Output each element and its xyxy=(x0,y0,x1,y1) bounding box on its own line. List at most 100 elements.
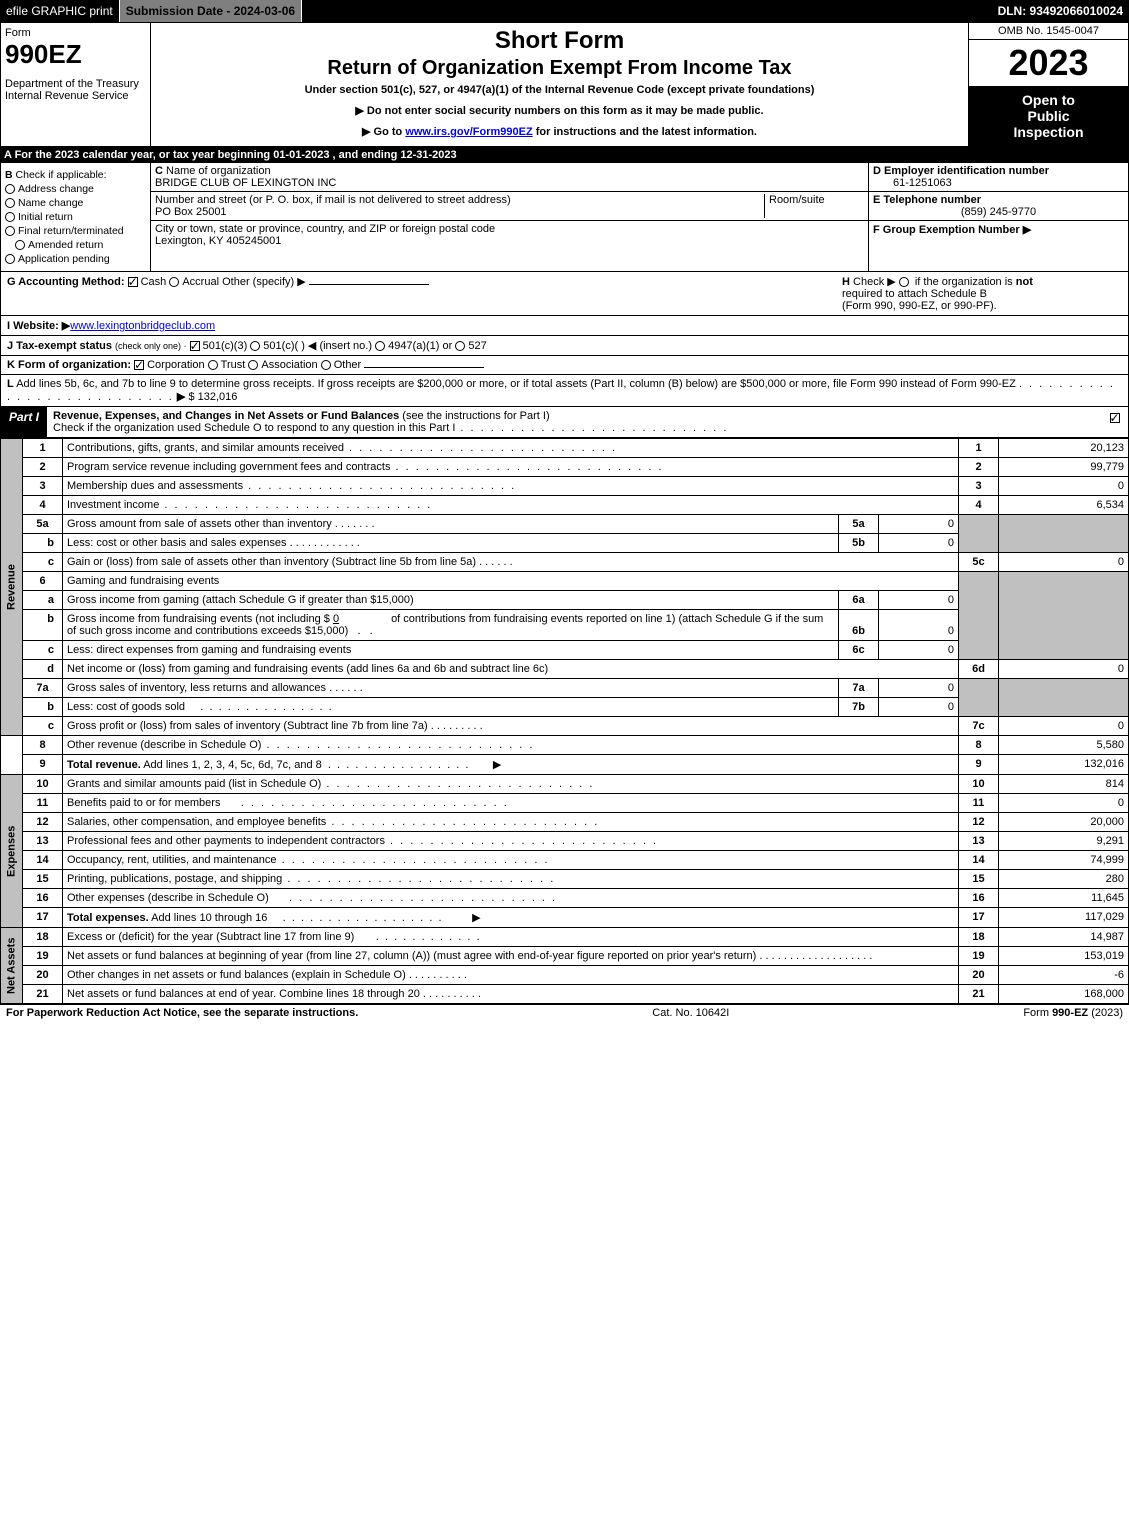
line-7a-boxlbl: 7a xyxy=(839,679,879,698)
line-1-val: 20,123 xyxy=(999,439,1129,458)
line-8-num: 8 xyxy=(23,736,63,755)
line-12-num: 12 xyxy=(23,813,63,832)
line-17-desc: Total expenses. Add lines 10 through 16 … xyxy=(63,908,959,928)
line-12-val: 20,000 xyxy=(999,813,1129,832)
assoc-checkbox[interactable] xyxy=(248,360,258,370)
501c3-label: 501(c)(3) xyxy=(203,340,248,352)
other-org-label: Other xyxy=(334,359,362,371)
form-title-block: Short Form Return of Organization Exempt… xyxy=(151,23,968,146)
line-5a-num: 5a xyxy=(23,515,63,534)
b-text: Check if applicable: xyxy=(16,169,107,181)
line-12-desc: Salaries, other compensation, and employ… xyxy=(63,813,959,832)
other-org-checkbox[interactable] xyxy=(321,360,331,370)
line-5b-boxlbl: 5b xyxy=(839,534,879,553)
line-16-val: 11,645 xyxy=(999,889,1129,908)
line-6c-boxlbl: 6c xyxy=(839,641,879,660)
501c-checkbox[interactable] xyxy=(250,341,260,351)
schedule-o-checkbox[interactable] xyxy=(1110,413,1120,423)
line-20-val: -6 xyxy=(999,966,1129,985)
line-7b-boxval: 0 xyxy=(879,698,959,717)
final-return-checkbox[interactable] xyxy=(5,226,15,236)
527-checkbox[interactable] xyxy=(455,341,465,351)
501c-label: 501(c)( ) xyxy=(263,340,305,352)
line-6d-val: 0 xyxy=(999,660,1129,679)
efile-link[interactable]: efile GRAPHIC print xyxy=(0,0,120,22)
footer-right: Form 990-EZ (2023) xyxy=(1023,1007,1123,1019)
amended-return-checkbox[interactable] xyxy=(15,240,25,250)
line-16-desc: Other expenses (describe in Schedule O) xyxy=(63,889,959,908)
line-15-val: 280 xyxy=(999,870,1129,889)
line-3-num: 3 xyxy=(23,477,63,496)
line-21-num: 21 xyxy=(23,985,63,1004)
line-17-val: 117,029 xyxy=(999,908,1129,928)
line-7c-num: c xyxy=(23,717,63,736)
title-return: Return of Organization Exempt From Incom… xyxy=(155,57,964,80)
footer: For Paperwork Reduction Act Notice, see … xyxy=(0,1004,1129,1021)
line-9-lbl: 9 xyxy=(959,755,999,775)
line-10-num: 10 xyxy=(23,775,63,794)
goto-note: ▶ Go to www.irs.gov/Form990EZ for instru… xyxy=(155,125,964,138)
line-4-val: 6,534 xyxy=(999,496,1129,515)
line-8-val: 5,580 xyxy=(999,736,1129,755)
accrual-checkbox[interactable] xyxy=(169,277,179,287)
line-7c-desc: Gross profit or (loss) from sales of inv… xyxy=(63,717,959,736)
cash-checkbox[interactable] xyxy=(128,277,138,287)
line-5b-desc: Less: cost or other basis and sales expe… xyxy=(63,534,839,553)
corp-checkbox[interactable] xyxy=(134,360,144,370)
col-b-checkboxes: B Check if applicable: Address change Na… xyxy=(1,163,151,271)
4947-checkbox[interactable] xyxy=(375,341,385,351)
line-20-num: 20 xyxy=(23,966,63,985)
trust-checkbox[interactable] xyxy=(208,360,218,370)
line-18-val: 14,987 xyxy=(999,928,1129,947)
title-sub: Under section 501(c), 527, or 4947(a)(1)… xyxy=(155,84,964,96)
part-1-tag: Part I xyxy=(1,407,47,437)
initial-return-checkbox[interactable] xyxy=(5,212,15,222)
line-5c-num: c xyxy=(23,553,63,572)
address-change-checkbox[interactable] xyxy=(5,184,15,194)
ein-value: 61-1251063 xyxy=(893,177,952,189)
line-13-num: 13 xyxy=(23,832,63,851)
omb-number: OMB No. 1545-0047 xyxy=(969,23,1128,40)
line-18-desc: Excess or (deficit) for the year (Subtra… xyxy=(63,928,959,947)
line-14-desc: Occupancy, rent, utilities, and maintena… xyxy=(63,851,959,870)
501c3-checkbox[interactable] xyxy=(190,341,200,351)
gross-receipts-value: $ 132,016 xyxy=(188,391,237,403)
h-checkbox[interactable] xyxy=(899,277,909,287)
line-6c-boxval: 0 xyxy=(879,641,959,660)
insert-no-label: ◀ (insert no.) xyxy=(308,340,372,352)
dln: DLN: 93492066010024 xyxy=(992,0,1129,22)
line-5c-val: 0 xyxy=(999,553,1129,572)
line-5ab-grey-val xyxy=(999,515,1129,553)
row-k: K Form of organization: Corporation Trus… xyxy=(0,356,1129,375)
name-change-checkbox[interactable] xyxy=(5,198,15,208)
name-change-label: Name change xyxy=(18,197,83,209)
part-1-table: Revenue 1 Contributions, gifts, grants, … xyxy=(0,438,1129,1004)
line-5c-desc: Gain or (loss) from sale of assets other… xyxy=(63,553,959,572)
h-text2: if the organization is xyxy=(915,276,1013,288)
line-13-val: 9,291 xyxy=(999,832,1129,851)
initial-return-label: Initial return xyxy=(18,211,73,223)
line-19-val: 153,019 xyxy=(999,947,1129,966)
section-b: B Check if applicable: Address change Na… xyxy=(0,163,1129,272)
line-6d-desc: Net income or (loss) from gaming and fun… xyxy=(63,660,959,679)
h-check: Check ▶ xyxy=(853,276,896,288)
line-2-num: 2 xyxy=(23,458,63,477)
application-pending-checkbox[interactable] xyxy=(5,254,15,264)
form-id-block: Form 990EZ Department of the Treasury In… xyxy=(1,23,151,146)
line-6b-boxval: 0 xyxy=(879,610,959,641)
line-6-num: 6 xyxy=(23,572,63,591)
website-link[interactable]: www.lexingtonbridgeclub.com xyxy=(70,320,215,332)
line-18-num: 18 xyxy=(23,928,63,947)
h-text3: required to attach Schedule B xyxy=(842,288,987,300)
irs-link[interactable]: www.irs.gov/Form990EZ xyxy=(405,126,532,138)
cash-label: Cash xyxy=(141,276,167,288)
line-6b-num: b xyxy=(23,610,63,641)
row-a: A For the 2023 calendar year, or tax yea… xyxy=(0,147,1129,163)
line-6-grey xyxy=(959,572,999,660)
goto-post: for instructions and the latest informat… xyxy=(533,126,757,138)
col-c-name-address: C Name of organization BRIDGE CLUB OF LE… xyxy=(151,163,868,271)
row-j: J Tax-exempt status (check only one) · 5… xyxy=(0,336,1129,356)
phone-label: E Telephone number xyxy=(873,194,981,206)
street-value: PO Box 25001 xyxy=(155,206,227,218)
line-20-desc: Other changes in net assets or fund bala… xyxy=(63,966,959,985)
